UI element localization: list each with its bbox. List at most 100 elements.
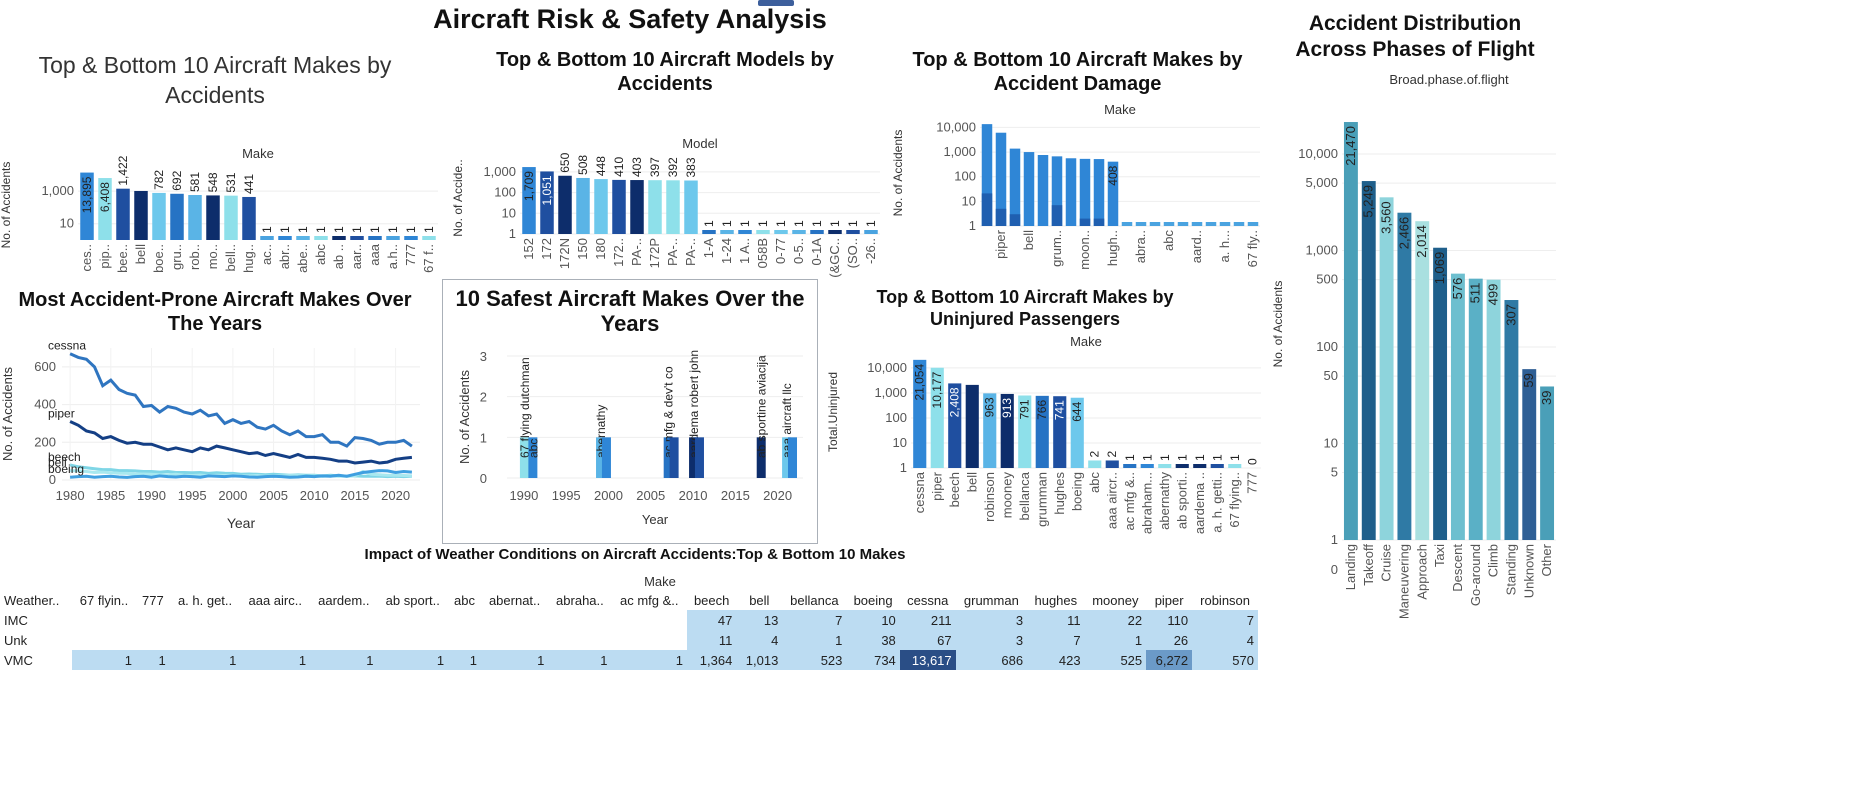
chart-axis-header: Make — [242, 146, 274, 161]
bar — [1522, 369, 1537, 540]
x-tick-label: bell — [1021, 230, 1036, 250]
bar — [260, 236, 274, 240]
y-tick-label: 100 — [1316, 339, 1338, 354]
x-tick-label: ab .. — [331, 244, 346, 269]
x-tick-label: bellanca — [1017, 471, 1032, 520]
weather-column-header: 777 — [142, 592, 164, 608]
data-label: 1,709 — [522, 171, 536, 201]
phases-title-line1: Accident Distribution — [1308, 12, 1522, 35]
series-line — [69, 352, 413, 448]
y-axis-label: No. of Accide.. — [451, 159, 465, 236]
data-label: 1 — [702, 220, 716, 227]
bar — [1486, 279, 1501, 540]
bar — [368, 236, 382, 240]
data-label: 548 — [206, 172, 220, 192]
y-axis-label: No. of Accidents — [0, 162, 13, 249]
bar — [1088, 460, 1102, 468]
bar — [684, 180, 698, 234]
x-tick-label: Approach — [1414, 544, 1429, 600]
weather-cell: 1,364 — [687, 650, 737, 670]
bar — [404, 236, 418, 240]
weather-cell: 4 — [736, 630, 783, 650]
bar — [134, 190, 148, 240]
y-axis-label: No. of Accidents — [891, 130, 905, 217]
data-label: 511 — [1468, 283, 1483, 304]
weather-cell — [71, 630, 137, 650]
data-label: 1 — [792, 220, 806, 227]
y-tick-label: 10 — [60, 216, 74, 231]
y-tick-label: 1,000 — [41, 183, 74, 198]
bar — [948, 383, 962, 468]
x-tick-label: 1-24 — [719, 238, 734, 264]
x-tick-label: 2015 — [340, 488, 369, 503]
bar — [1093, 159, 1105, 226]
weather-corner-label: Weather.. — [4, 592, 60, 608]
weather-cell — [310, 610, 378, 630]
series-label: boeing — [48, 462, 84, 476]
bar — [296, 236, 310, 240]
bar — [1504, 300, 1519, 540]
bar — [828, 230, 842, 234]
weather-cell — [548, 610, 612, 630]
x-tick-label: 2015 — [721, 488, 750, 503]
bar — [1053, 396, 1067, 468]
data-label: 1,069 — [1432, 252, 1447, 285]
bar — [1023, 152, 1035, 226]
weather-cell: 1 — [1084, 630, 1147, 650]
weather-column-header: bellanca — [790, 592, 839, 608]
x-tick-label: 2005 — [259, 488, 288, 503]
bar — [242, 196, 256, 240]
x-tick-label: mooney — [999, 472, 1014, 519]
weather-cell — [377, 630, 449, 650]
bar — [540, 171, 554, 234]
title-handle-icon — [758, 0, 794, 6]
series-label: cessna — [48, 339, 86, 353]
data-label: 1 — [368, 226, 382, 233]
y-tick-label: 100 — [954, 169, 976, 184]
bar — [1051, 156, 1063, 226]
data-label: 13,895 — [80, 176, 94, 213]
bar — [386, 236, 400, 240]
weather-cell: 38 — [846, 630, 900, 650]
x-tick-label: 172 — [539, 238, 554, 260]
bar — [1107, 161, 1119, 226]
x-tick-label: 67 f.. — [421, 244, 436, 273]
bar — [558, 175, 572, 234]
weather-cell — [480, 630, 549, 650]
data-label: 1 — [332, 226, 346, 233]
safest-years-panel: 10 Safest Aircraft Makes Over the Years … — [442, 279, 818, 544]
x-tick-label: 0-5.. — [791, 238, 806, 264]
weather-cell — [169, 610, 241, 630]
data-label: 383 — [684, 157, 698, 177]
bar — [720, 230, 734, 234]
data-label: 392 — [666, 157, 680, 177]
x-tick-label: beech — [947, 472, 962, 507]
weather-cell: 1 — [377, 650, 449, 670]
bar — [1415, 221, 1430, 541]
y-tick-label: 10,000 — [1298, 146, 1338, 161]
bar — [788, 437, 798, 478]
weather-cell: 7 — [1192, 610, 1258, 630]
bar — [350, 236, 364, 240]
weather-column-header: 67 flyin.. — [79, 592, 129, 608]
x-tick-label: 172P — [647, 238, 662, 268]
x-tick-label: abra.. — [1133, 230, 1148, 263]
x-tick-label: Standing — [1503, 544, 1518, 595]
x-tick-label: aaa — [367, 243, 382, 265]
data-label: 1 — [422, 226, 436, 233]
bar — [981, 124, 993, 226]
bar — [594, 179, 608, 234]
phases-chart: Broad.phase.of.flight 0 1 5 10 50 100 500 1,000 5… — [1271, 72, 1556, 619]
data-label: 741 — [1053, 400, 1067, 420]
data-label: 397 — [648, 157, 662, 177]
weather-column-header: aardem.. — [318, 592, 370, 608]
bar-segment — [981, 193, 993, 226]
x-tick-label: PA-.. — [683, 238, 698, 266]
x-tick-label: bell.. — [223, 244, 238, 271]
data-label: 1,422 — [116, 155, 130, 185]
series-label: bell — [48, 456, 67, 470]
bar — [1468, 278, 1483, 540]
x-tick-label: 180 — [593, 238, 608, 260]
data-label: 67 flying dutchman — [518, 357, 532, 458]
